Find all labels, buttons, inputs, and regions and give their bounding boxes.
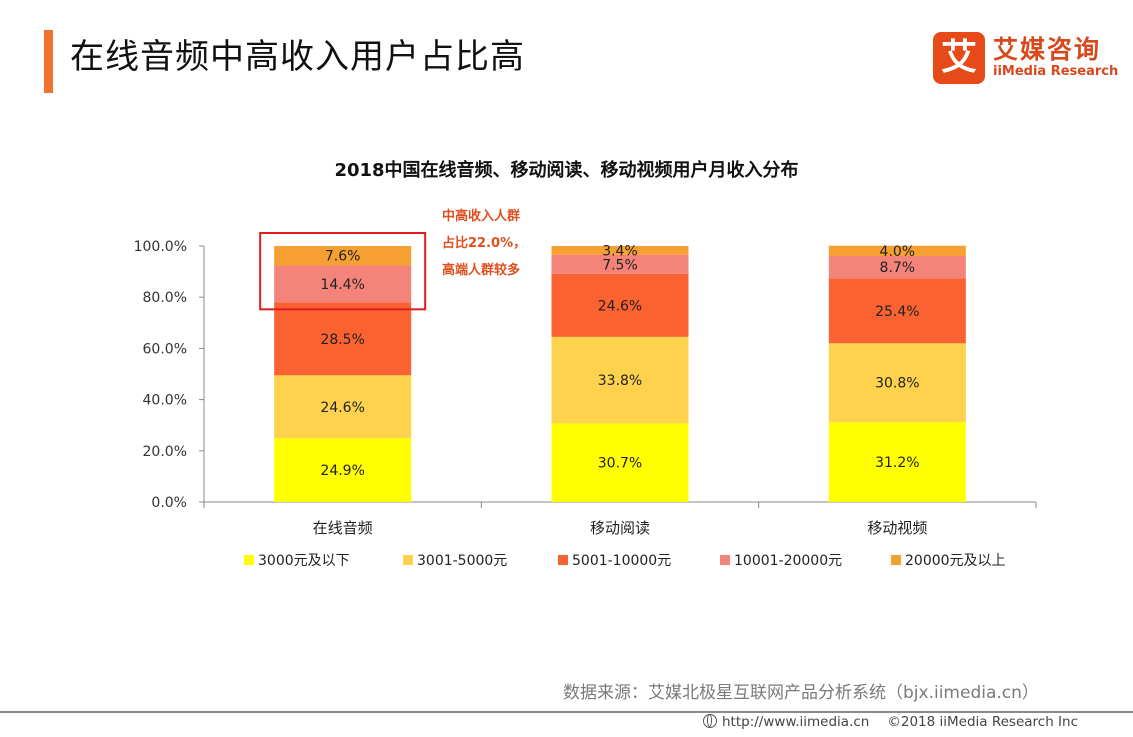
y-tick-label: 80.0%: [143, 290, 187, 306]
data-label: 24.6%: [320, 400, 364, 416]
data-label: 25.4%: [875, 304, 919, 320]
bar-segment: [828, 255, 966, 279]
legend-swatch: [720, 555, 730, 565]
legend-swatch: [891, 555, 901, 565]
bar-segment: [274, 246, 412, 266]
y-tick-label: 40.0%: [143, 393, 187, 409]
legend-label: 3000元及以下: [258, 553, 350, 569]
x-category-label: 在线音频: [313, 519, 373, 537]
x-category-label: 移动阅读: [590, 519, 650, 537]
legend-item: 5001-10000元: [558, 550, 671, 570]
page-title: 在线音频中高收入用户占比高: [70, 37, 525, 77]
annotation-line-2: 占比22.0%，: [442, 236, 527, 251]
brand-logo[interactable]: 艾 艾媒咨询 iiMedia Research: [933, 30, 1123, 86]
data-label: 7.5%: [602, 257, 638, 273]
legend-label: 5001-10000元: [572, 553, 672, 569]
highlight-annotation: 中高收入人群 占比22.0%， 高端人群较多: [442, 203, 526, 284]
bar-segment: [551, 246, 689, 255]
highlight-box: [259, 232, 427, 311]
legend-swatch: [558, 555, 568, 565]
data-label: 33.8%: [598, 373, 642, 389]
y-tick-label: 100.0%: [134, 239, 187, 255]
x-category-label: 移动视频: [867, 519, 927, 537]
data-label: 31.2%: [875, 455, 919, 471]
legend-label: 10001-20000元: [734, 553, 843, 569]
footer: http://www.iimedia.cn ©2018 iiMedia Resea…: [703, 714, 1078, 730]
bar-segment: [274, 302, 412, 376]
legend-swatch: [244, 555, 254, 565]
data-label: 7.6%: [325, 249, 361, 265]
data-label: 28.5%: [320, 332, 364, 348]
bar-segment: [828, 422, 966, 502]
y-tick-label: 0.0%: [151, 495, 187, 511]
data-label: 14.4%: [320, 277, 364, 293]
data-label: 30.7%: [598, 456, 642, 472]
bar-segment: [551, 336, 689, 424]
chart-legend: 3000元及以下 3001-5000元 5001-10000元 10001-20000…: [244, 550, 1044, 572]
legend-item: 10001-20000元: [720, 550, 842, 570]
bar-segment: [551, 254, 689, 274]
legend-item: 3001-5000元: [403, 550, 507, 570]
title-accent-bar: [44, 30, 53, 93]
bar-segment: [274, 438, 412, 502]
footer-copyright: ©2018 iiMedia Research Inc: [887, 714, 1079, 730]
data-label: 8.7%: [880, 260, 916, 276]
data-label: 24.6%: [598, 298, 642, 314]
chart-title: 2018中国在线音频、移动阅读、移动视频用户月收入分布: [334, 160, 799, 181]
logo-name-cn: 艾媒咨询: [993, 35, 1102, 64]
data-label: 30.8%: [875, 376, 919, 392]
bar-segment: [828, 278, 966, 344]
data-label: 24.9%: [320, 463, 364, 479]
legend-swatch: [403, 555, 413, 565]
footer-url[interactable]: http://www.iimedia.cn: [722, 714, 870, 730]
annotation-line-3: 高端人群较多: [442, 263, 521, 278]
bar-segment: [828, 245, 966, 256]
bar-segment: [551, 423, 689, 502]
data-label: 4.0%: [880, 244, 916, 260]
annotation-line-1: 中高收入人群: [442, 209, 521, 224]
data-source: 数据来源：艾媒北极星互联网产品分析系统（bjx.iimedia.cn）: [563, 683, 1039, 703]
logo-mark-icon: 艾: [933, 32, 985, 84]
legend-item: 20000元及以上: [891, 550, 1006, 570]
legend-label: 3001-5000元: [417, 553, 508, 569]
y-tick-label: 60.0%: [143, 341, 187, 357]
legend-item: 3000元及以下: [244, 550, 350, 570]
footer-divider: [0, 711, 1133, 713]
y-tick-label: 20.0%: [143, 444, 187, 460]
data-label: 3.4%: [602, 243, 638, 259]
logo-name-en: iiMedia Research: [993, 64, 1119, 79]
bar-segment: [828, 343, 966, 423]
bar-segment: [274, 265, 412, 303]
bar-segment: [274, 375, 412, 439]
legend-label: 20000元及以上: [905, 553, 1006, 569]
globe-icon: [703, 714, 717, 728]
bar-segment: [551, 273, 689, 337]
